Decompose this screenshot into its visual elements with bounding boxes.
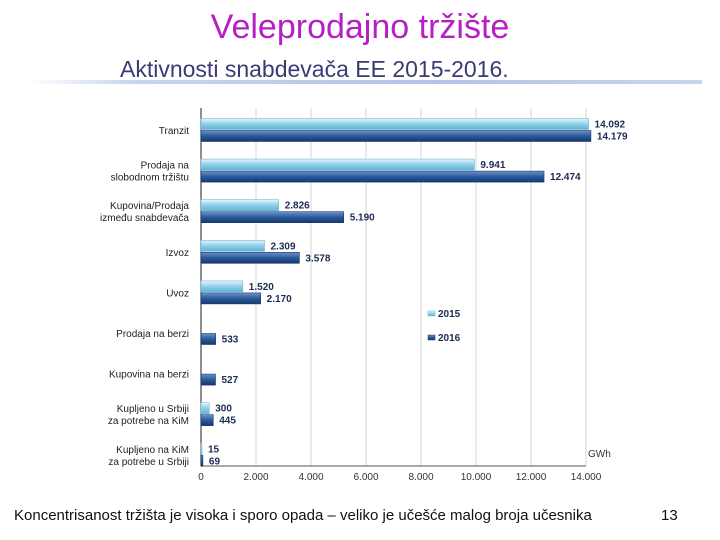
- category-label: Tranzit: [159, 126, 189, 137]
- category-label: slobodnom tržištu: [111, 173, 189, 184]
- page-number: 13: [661, 507, 678, 524]
- x-tick-label: 4.000: [298, 472, 323, 483]
- x-unit-label: GWh: [588, 449, 611, 460]
- bar-2016: [200, 292, 261, 305]
- chart-labels: 0 2.000 4.000 6.000 8.000 10.000 12.000 14.000 G…: [100, 120, 628, 484]
- data-label-2015: 9.941: [480, 160, 505, 171]
- bar-2016: [200, 333, 216, 345]
- footer-note: Koncentrisanost tržišta je visoka i spor…: [14, 507, 592, 524]
- bar-chart: 0 2.000 4.000 6.000 8.000 10.000 12.000 14.000 G…: [100, 108, 628, 484]
- bar-2015: [200, 240, 265, 252]
- bar-2015: [200, 442, 203, 455]
- data-label-2016: 12.474: [550, 172, 581, 183]
- chart-legend: 2015 2016: [427, 309, 461, 344]
- data-label-2016: 527: [221, 375, 238, 386]
- category-label: za potrebe na KiM: [108, 416, 189, 427]
- x-tick-label: 12.000: [516, 472, 547, 483]
- x-tick-label: 6.000: [353, 472, 378, 483]
- chart-bars: [200, 118, 592, 467]
- bar-2015: [200, 199, 280, 211]
- data-label-2016: 3.578: [305, 253, 330, 264]
- category-label: između snabdevača: [100, 213, 189, 224]
- legend-swatch-2015: [427, 310, 436, 317]
- data-label-2016: 69: [209, 456, 221, 467]
- bar-2016: [200, 454, 204, 467]
- bar-2015: [200, 118, 589, 130]
- x-tick-label: 14.000: [571, 472, 602, 483]
- data-label-2015: 2.826: [285, 201, 310, 212]
- slide-title: Veleprodajno tržište: [210, 8, 510, 46]
- category-label: Kupljeno na KiM: [116, 445, 189, 456]
- category-label: Uvoz: [166, 288, 189, 299]
- data-label-2016: 533: [222, 335, 239, 346]
- legend-label-2016: 2016: [438, 333, 461, 344]
- category-label: Kupovina na berzi: [109, 370, 189, 381]
- title-underline: [30, 80, 702, 84]
- category-label: Izvoz: [166, 248, 189, 259]
- x-tick-label: 0: [198, 472, 204, 483]
- data-label-2015: 300: [215, 404, 232, 415]
- bar-2016: [200, 373, 216, 386]
- x-tick-label: 2.000: [243, 472, 268, 483]
- bar-2016: [200, 414, 214, 427]
- data-label-2015: 14.092: [595, 120, 626, 131]
- category-label: Prodaja na: [141, 161, 190, 172]
- category-label: Kupovina/Prodaja: [110, 201, 189, 212]
- bar-2016: [200, 130, 592, 142]
- category-label: Kupljeno u Srbiji: [117, 404, 189, 415]
- data-label-2015: 2.309: [270, 241, 295, 252]
- slide-subtitle: Aktivnosti snabdevača EE 2015-2016.: [120, 56, 509, 82]
- category-label: Prodaja na berzi: [116, 329, 189, 340]
- data-label-2016: 14.179: [597, 132, 628, 143]
- bar-2015: [200, 158, 475, 171]
- data-label-2015: 15: [208, 444, 220, 455]
- x-tick-label: 8.000: [408, 472, 433, 483]
- data-label-2016: 2.170: [267, 294, 292, 305]
- bar-2016: [200, 252, 300, 264]
- bar-2016: [200, 170, 545, 183]
- category-label: za potrebe u Srbiji: [108, 457, 189, 468]
- x-tick-label: 10.000: [461, 472, 492, 483]
- data-label-2016: 5.190: [350, 213, 375, 224]
- data-label-2016: 445: [219, 416, 236, 427]
- bar-2015: [200, 402, 210, 415]
- legend-swatch-2016: [427, 334, 436, 341]
- data-label-2015: 1.520: [249, 282, 274, 293]
- bar-2016: [200, 211, 345, 223]
- legend-label-2015: 2015: [438, 309, 461, 320]
- bar-2015: [200, 280, 244, 293]
